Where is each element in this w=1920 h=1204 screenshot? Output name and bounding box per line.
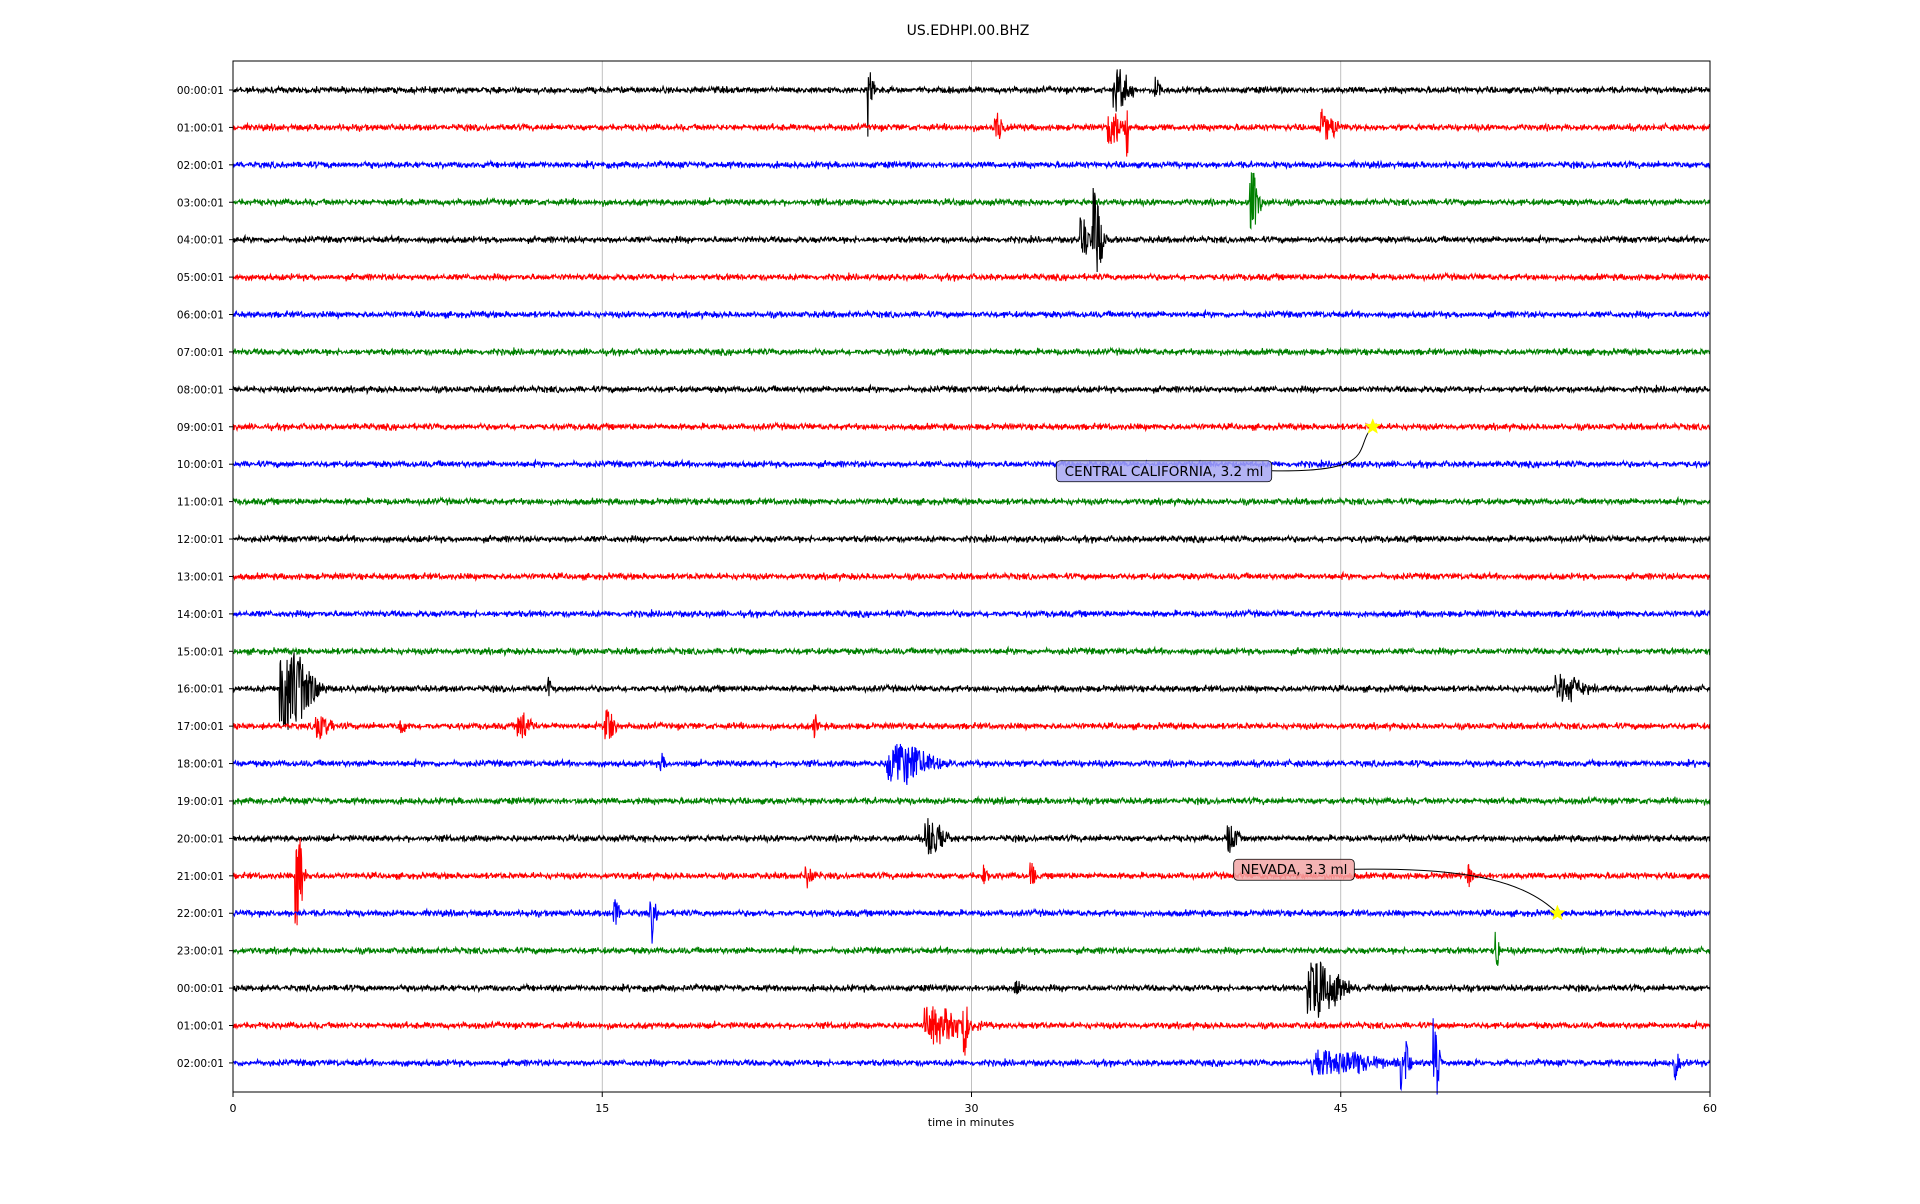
trace-row <box>232 495 1711 508</box>
trace-row <box>232 931 1711 966</box>
event-annotation: CENTRAL CALIFORNIA, 3.2 ml <box>1055 418 1382 483</box>
row-label: 00:00:01 <box>177 85 224 97</box>
row-label: 18:00:01 <box>177 759 224 771</box>
row-label: 16:00:01 <box>177 684 224 696</box>
x-tick-label: 0 <box>230 1102 237 1115</box>
row-label: 06:00:01 <box>177 310 224 322</box>
row-label: 04:00:01 <box>177 235 224 247</box>
trace-row <box>232 1018 1711 1095</box>
event-star-marker <box>1364 418 1382 434</box>
trace-layer <box>232 69 1711 1095</box>
x-tick-label: 15 <box>595 1102 609 1115</box>
trace-row <box>232 188 1711 272</box>
trace-row <box>232 645 1711 658</box>
trace-row <box>232 271 1711 283</box>
event-connector <box>1271 426 1374 472</box>
trace-row <box>232 308 1711 321</box>
row-label: 02:00:01 <box>177 160 224 172</box>
trace-row <box>232 743 1711 786</box>
trace-row <box>232 69 1711 137</box>
row-label: 01:00:01 <box>177 122 224 134</box>
trace-row <box>232 608 1711 620</box>
row-label: 17:00:01 <box>177 721 224 733</box>
trace-row <box>232 108 1711 157</box>
event-label-box <box>1055 460 1273 483</box>
trace-row <box>232 570 1711 583</box>
row-label: 23:00:01 <box>177 946 224 958</box>
trace-row <box>232 709 1711 740</box>
row-label: 20:00:01 <box>177 833 224 845</box>
trace-row <box>232 346 1711 358</box>
trace-row <box>232 421 1711 433</box>
event-label-box <box>1233 858 1355 881</box>
event-annotation: NEVADA, 3.3 ml <box>1233 858 1566 921</box>
row-label: 02:00:01 <box>177 1058 224 1070</box>
row-label: 15:00:01 <box>177 646 224 658</box>
trace-row <box>232 172 1711 230</box>
trace-row <box>232 818 1711 855</box>
trace-row <box>232 533 1711 545</box>
trace-row <box>232 383 1711 396</box>
row-label: 10:00:01 <box>177 459 224 471</box>
x-tick-label: 60 <box>1703 1102 1717 1115</box>
row-label: 09:00:01 <box>177 422 224 434</box>
row-label: 11:00:01 <box>177 497 224 509</box>
row-label: 01:00:01 <box>177 1021 224 1033</box>
trace-row <box>232 159 1711 171</box>
chart-title: US.EDHPI.00.BHZ <box>907 23 1030 39</box>
event-label: NEVADA, 3.3 ml <box>1241 862 1348 878</box>
row-label: 22:00:01 <box>177 908 224 920</box>
trace-row <box>232 961 1711 1018</box>
row-label: 08:00:01 <box>177 384 224 396</box>
row-label: 07:00:01 <box>177 347 224 359</box>
x-axis-label: time in minutes <box>928 1116 1015 1129</box>
row-label: 13:00:01 <box>177 571 224 583</box>
row-label: 03:00:01 <box>177 197 224 209</box>
event-layer: CENTRAL CALIFORNIA, 3.2 ml NEVADA, 3.3 ml <box>1055 418 1566 921</box>
trace-row <box>232 1006 1711 1056</box>
trace-row <box>232 458 1711 470</box>
event-star-marker <box>1549 904 1566 921</box>
trace-row <box>232 795 1711 807</box>
event-connector <box>1354 868 1558 914</box>
x-axis: 0 15 30 45 60 <box>230 1092 1717 1115</box>
x-tick-label: 30 <box>965 1102 979 1115</box>
row-label: 21:00:01 <box>177 871 224 883</box>
row-label-layer: 00:00:01 01:00:01 02:00:01 03:00:01 04:00:01… <box>177 85 233 1070</box>
event-label: CENTRAL CALIFORNIA, 3.2 ml <box>1065 464 1264 480</box>
row-label: 12:00:01 <box>177 534 224 546</box>
row-label: 14:00:01 <box>177 609 224 621</box>
row-label: 05:00:01 <box>177 272 224 284</box>
x-tick-label: 45 <box>1334 1102 1348 1115</box>
row-label: 19:00:01 <box>177 796 224 808</box>
trace-row <box>232 899 1711 944</box>
row-label: 00:00:01 <box>177 983 224 995</box>
trace-row <box>232 652 1711 730</box>
